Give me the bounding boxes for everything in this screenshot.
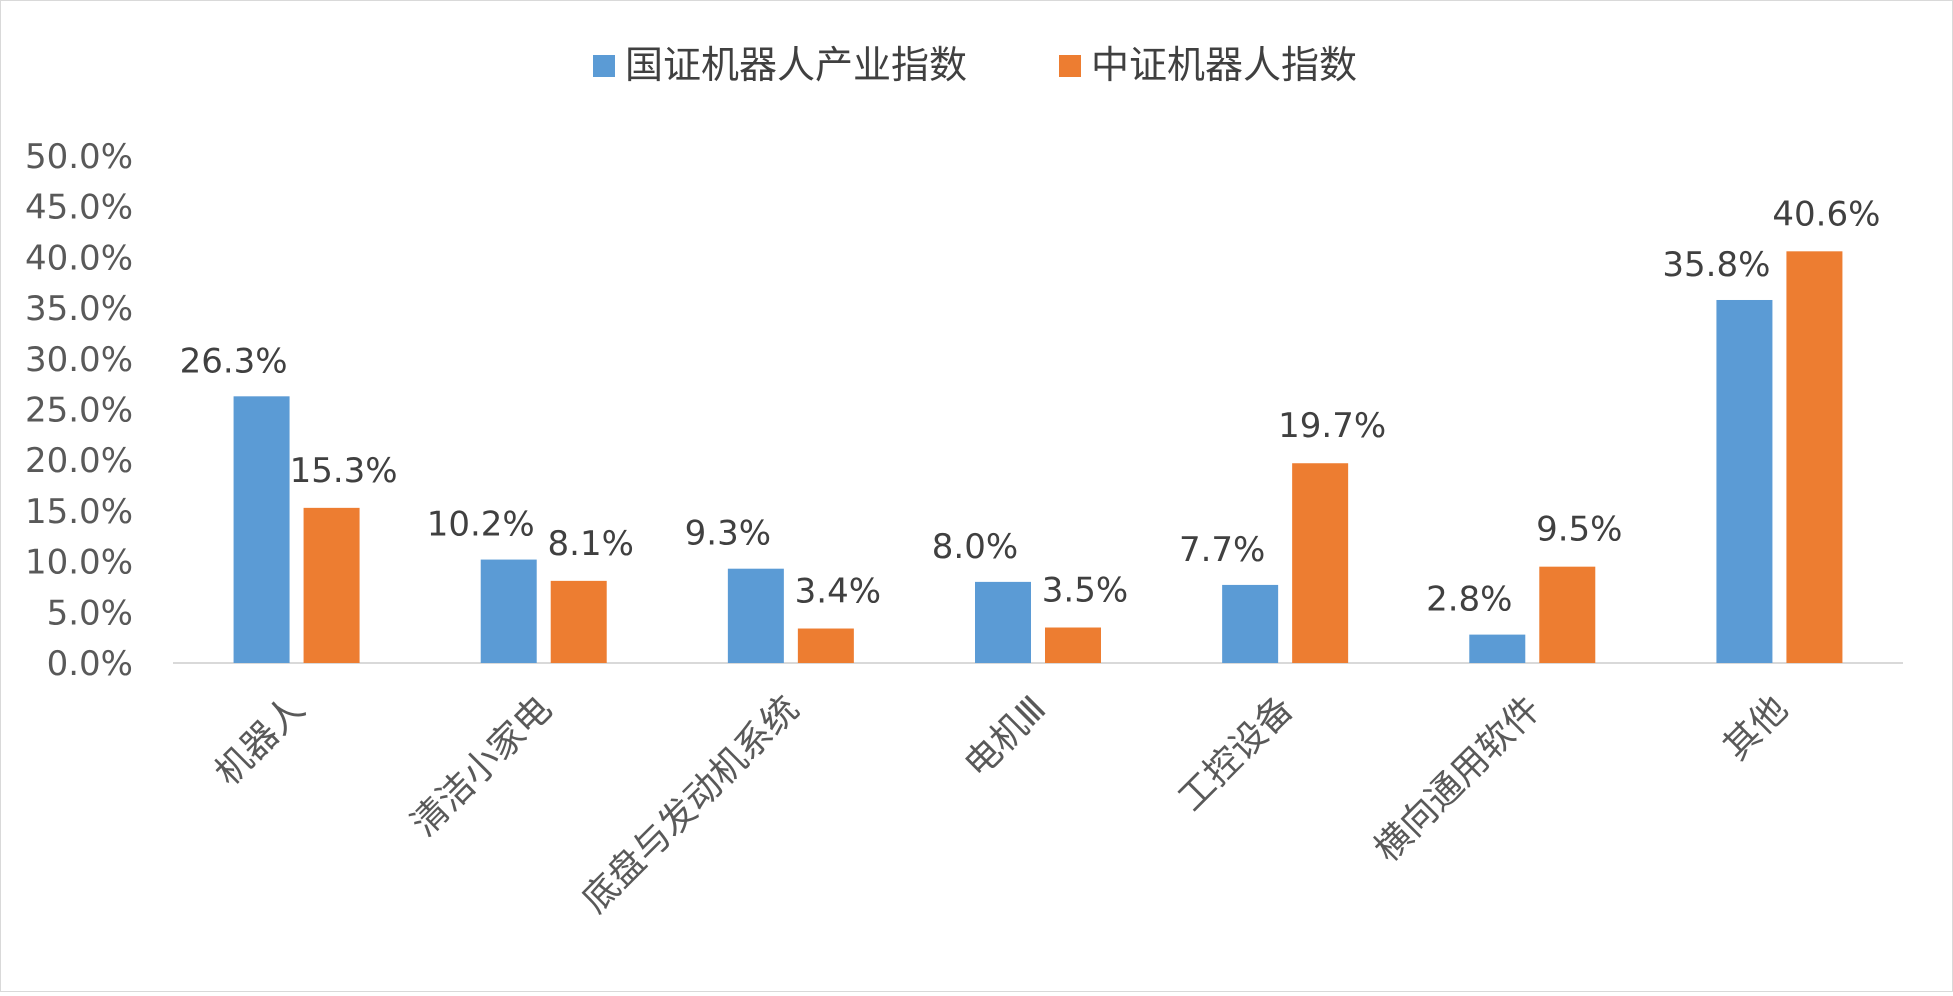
bar-series-2 xyxy=(303,507,360,663)
y-tick-label: 5.0% xyxy=(47,593,133,633)
data-label: 19.7% xyxy=(1278,406,1386,446)
y-tick-label: 20.0% xyxy=(25,441,133,481)
data-label: 15.3% xyxy=(290,451,398,491)
x-category-label: 清洁小家电 xyxy=(404,688,560,844)
y-tick-label: 25.0% xyxy=(25,391,133,431)
y-tick-label: 0.0% xyxy=(47,644,133,684)
legend-label: 中证机器人指数 xyxy=(1091,43,1357,87)
legend-swatch xyxy=(593,55,615,77)
bar-series-1 xyxy=(1222,584,1279,663)
bar-series-2 xyxy=(1539,566,1596,663)
data-label: 8.1% xyxy=(548,524,634,564)
x-category-label: 底盘与发动机系统 xyxy=(575,688,808,921)
bar-series-1 xyxy=(480,559,537,663)
x-category-label: 工控设备 xyxy=(1171,688,1302,819)
y-tick-label: 45.0% xyxy=(25,188,133,228)
data-label: 3.4% xyxy=(795,572,881,612)
data-label: 9.5% xyxy=(1536,510,1622,550)
data-label: 35.8% xyxy=(1662,245,1770,285)
y-tick-label: 10.0% xyxy=(25,543,133,583)
x-category-label: 横向通用软件 xyxy=(1367,688,1549,870)
data-label: 8.0% xyxy=(932,527,1018,567)
x-category-label: 电机Ⅲ xyxy=(957,688,1054,785)
legend-label: 国证机器人产业指数 xyxy=(625,43,967,87)
bar-series-2 xyxy=(797,628,854,663)
bar-series-1 xyxy=(975,581,1031,663)
y-tick-label: 40.0% xyxy=(25,238,133,278)
bar-series-2 xyxy=(1292,463,1349,663)
y-tick-label: 35.0% xyxy=(25,289,133,329)
y-tick-label: 30.0% xyxy=(25,340,133,380)
data-label: 26.3% xyxy=(180,341,288,381)
bar-series-2 xyxy=(550,580,607,663)
data-label: 7.7% xyxy=(1179,530,1265,570)
bar-series-2 xyxy=(1786,251,1843,664)
bar-series-1 xyxy=(1716,299,1773,663)
data-label: 3.5% xyxy=(1042,571,1128,611)
bar-series-1 xyxy=(1469,634,1526,663)
y-tick-label: 50.0% xyxy=(25,137,133,177)
bar-series-1 xyxy=(727,568,784,663)
bar-series-2 xyxy=(1045,627,1101,663)
data-label: 9.3% xyxy=(685,514,771,554)
bar-series-1 xyxy=(233,396,290,663)
y-tick-label: 15.0% xyxy=(25,492,133,532)
data-label: 40.6% xyxy=(1772,194,1880,234)
x-category-label: 机器人 xyxy=(208,688,313,793)
data-label: 2.8% xyxy=(1426,580,1512,620)
legend-swatch xyxy=(1059,55,1081,77)
x-category-label: 其他 xyxy=(1716,688,1796,768)
data-label: 10.2% xyxy=(427,505,535,545)
